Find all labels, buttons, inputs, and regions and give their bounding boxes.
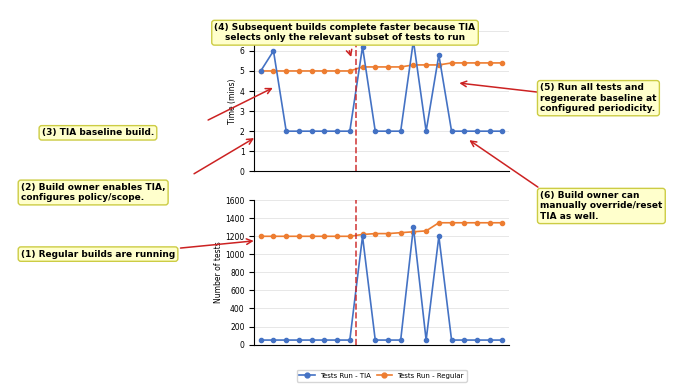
Text: (6) Build owner can
manually override/reset
TIA as well.: (6) Build owner can manually override/re… <box>540 191 663 221</box>
Text: (2) Build owner enables TIA,
configures policy/scope.: (2) Build owner enables TIA, configures … <box>21 183 165 202</box>
Y-axis label: Time (mins): Time (mins) <box>228 78 237 124</box>
Legend: Build Time - TIA, Build Time - Regular: Build Time - TIA, Build Time - Regular <box>293 201 470 213</box>
Y-axis label: Number of tests: Number of tests <box>213 241 222 303</box>
Text: (1) Regular builds are running: (1) Regular builds are running <box>21 249 175 259</box>
Text: (4) Subsequent builds complete faster because TIA
selects only the relevant subs: (4) Subsequent builds complete faster be… <box>215 23 475 42</box>
Text: (5) Run all tests and
regenerate baseline at
configured periodicity.: (5) Run all tests and regenerate baselin… <box>540 83 657 113</box>
Text: (3) TIA baseline build.: (3) TIA baseline build. <box>42 128 154 137</box>
Legend: Tests Run - TIA, Tests Run - Regular: Tests Run - TIA, Tests Run - Regular <box>296 370 467 382</box>
